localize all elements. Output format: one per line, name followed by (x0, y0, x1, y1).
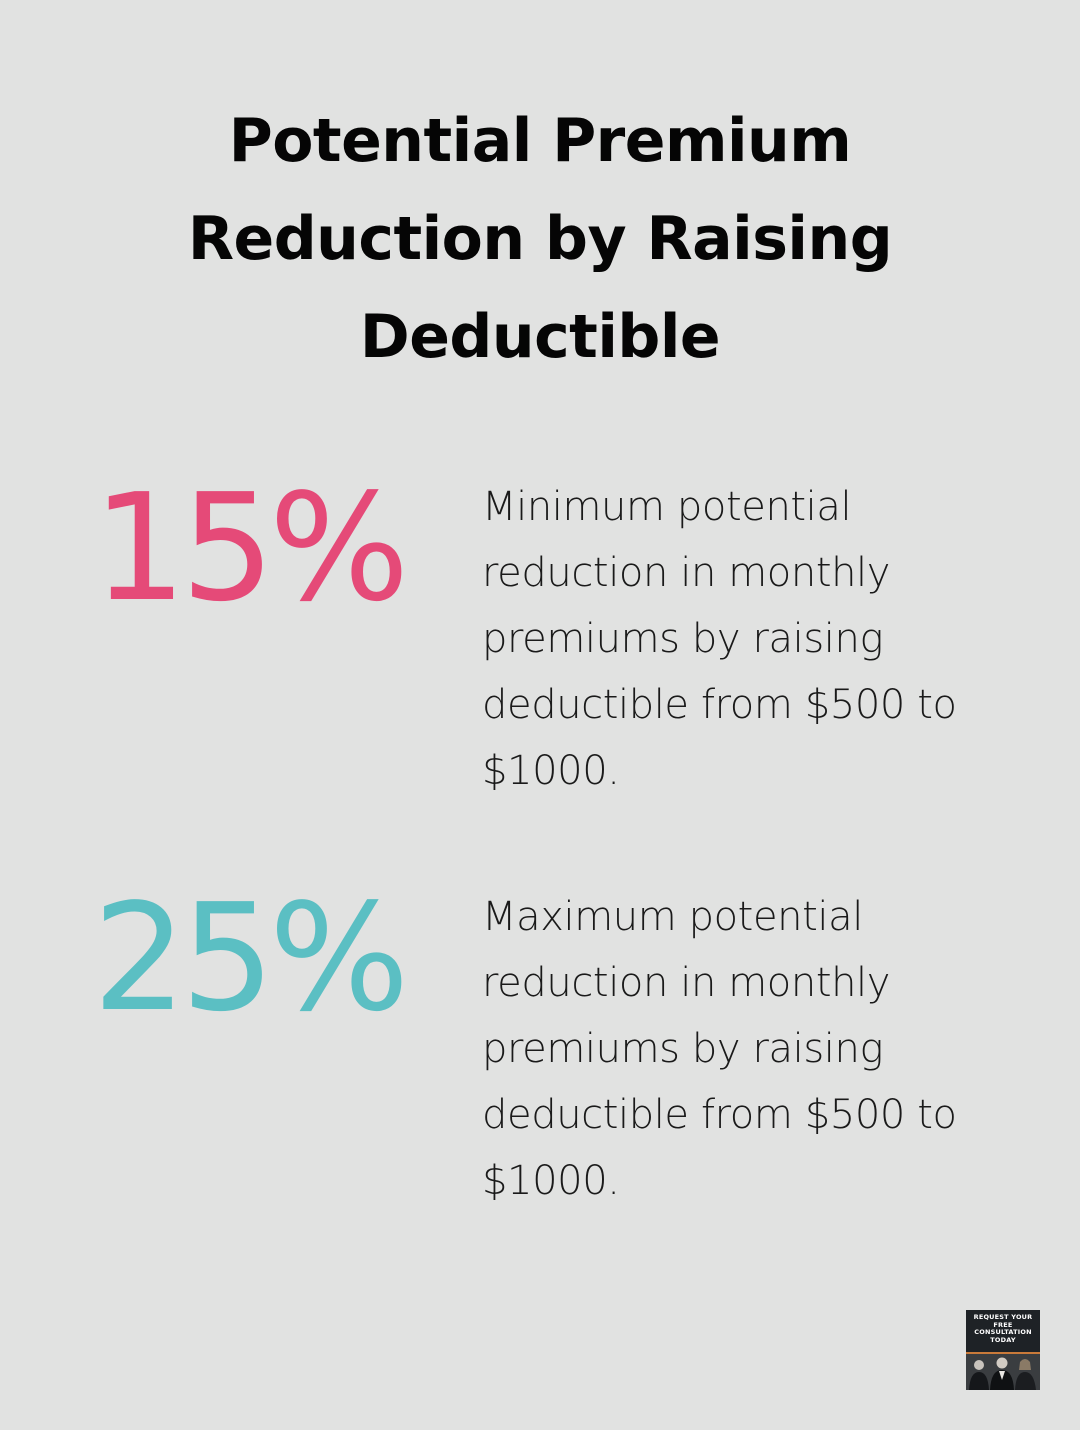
stat-value: 15% (92, 462, 410, 634)
stat-description: Maximum potential reduction in monthly p… (482, 894, 957, 1204)
page-title: Potential Premium Reduction by Raising D… (187, 106, 893, 372)
cta-label: REQUEST YOUR FREE CONSULTATION TODAY (973, 1313, 1033, 1344)
cta-divider (966, 1352, 1040, 1354)
team-photo-icon (966, 1354, 1040, 1390)
stat-description: Minimum potential reduction in monthly p… (482, 484, 957, 794)
consultation-cta-badge[interactable]: REQUEST YOUR FREE CONSULTATION TODAY (966, 1310, 1040, 1390)
stat-value: 25% (92, 872, 410, 1044)
